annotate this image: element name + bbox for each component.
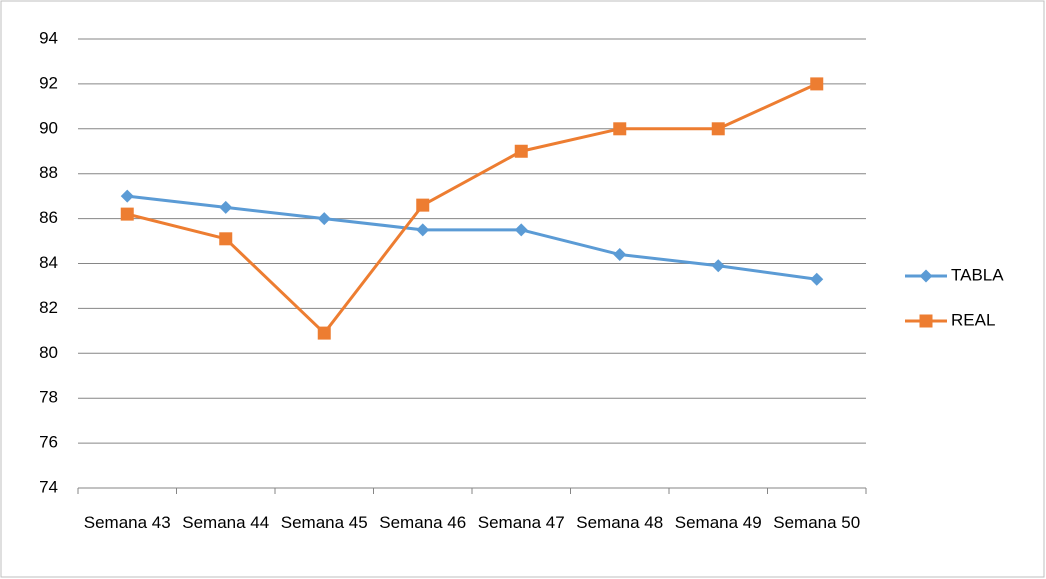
x-tick-label: Semana 48 bbox=[576, 513, 664, 532]
x-tick-label: Semana 49 bbox=[674, 513, 762, 532]
legend-label: TABLA bbox=[951, 265, 1004, 284]
data-point bbox=[219, 200, 233, 214]
y-tick-label: 90 bbox=[39, 118, 58, 137]
data-point bbox=[317, 212, 331, 226]
y-tick-label: 82 bbox=[39, 298, 58, 317]
x-tick-label: Semana 44 bbox=[182, 513, 270, 532]
series-line bbox=[126, 82, 818, 335]
data-point bbox=[810, 77, 824, 91]
data-point bbox=[120, 207, 134, 221]
x-tick-label: Semana 46 bbox=[379, 513, 467, 532]
x-tick-label: Semana 47 bbox=[477, 513, 565, 532]
y-tick-label: 80 bbox=[39, 343, 58, 362]
legend-marker bbox=[919, 269, 933, 283]
data-point bbox=[514, 223, 528, 237]
data-point bbox=[810, 272, 824, 286]
y-tick-label: 78 bbox=[39, 388, 58, 407]
y-tick-label: 74 bbox=[39, 477, 58, 496]
legend-label: REAL bbox=[951, 310, 995, 329]
data-point bbox=[416, 198, 430, 212]
data-point bbox=[317, 326, 331, 340]
data-point bbox=[514, 144, 528, 158]
data-point bbox=[711, 122, 725, 136]
y-tick-label: 88 bbox=[39, 163, 58, 182]
x-tick-label: Semana 43 bbox=[83, 513, 171, 532]
x-tick-label: Semana 45 bbox=[280, 513, 368, 532]
x-tick-label: Semana 50 bbox=[773, 513, 861, 532]
data-point bbox=[711, 259, 725, 273]
legend-marker bbox=[919, 314, 933, 328]
data-point bbox=[613, 122, 627, 136]
y-tick-label: 94 bbox=[39, 28, 58, 47]
data-point bbox=[613, 248, 627, 262]
data-point bbox=[120, 189, 134, 203]
y-tick-label: 86 bbox=[39, 208, 58, 227]
data-point bbox=[219, 232, 233, 246]
y-tick-label: 92 bbox=[39, 73, 58, 92]
series-line bbox=[127, 194, 817, 281]
y-tick-label: 76 bbox=[39, 433, 58, 452]
data-point bbox=[416, 223, 430, 237]
y-tick-label: 84 bbox=[39, 253, 58, 272]
